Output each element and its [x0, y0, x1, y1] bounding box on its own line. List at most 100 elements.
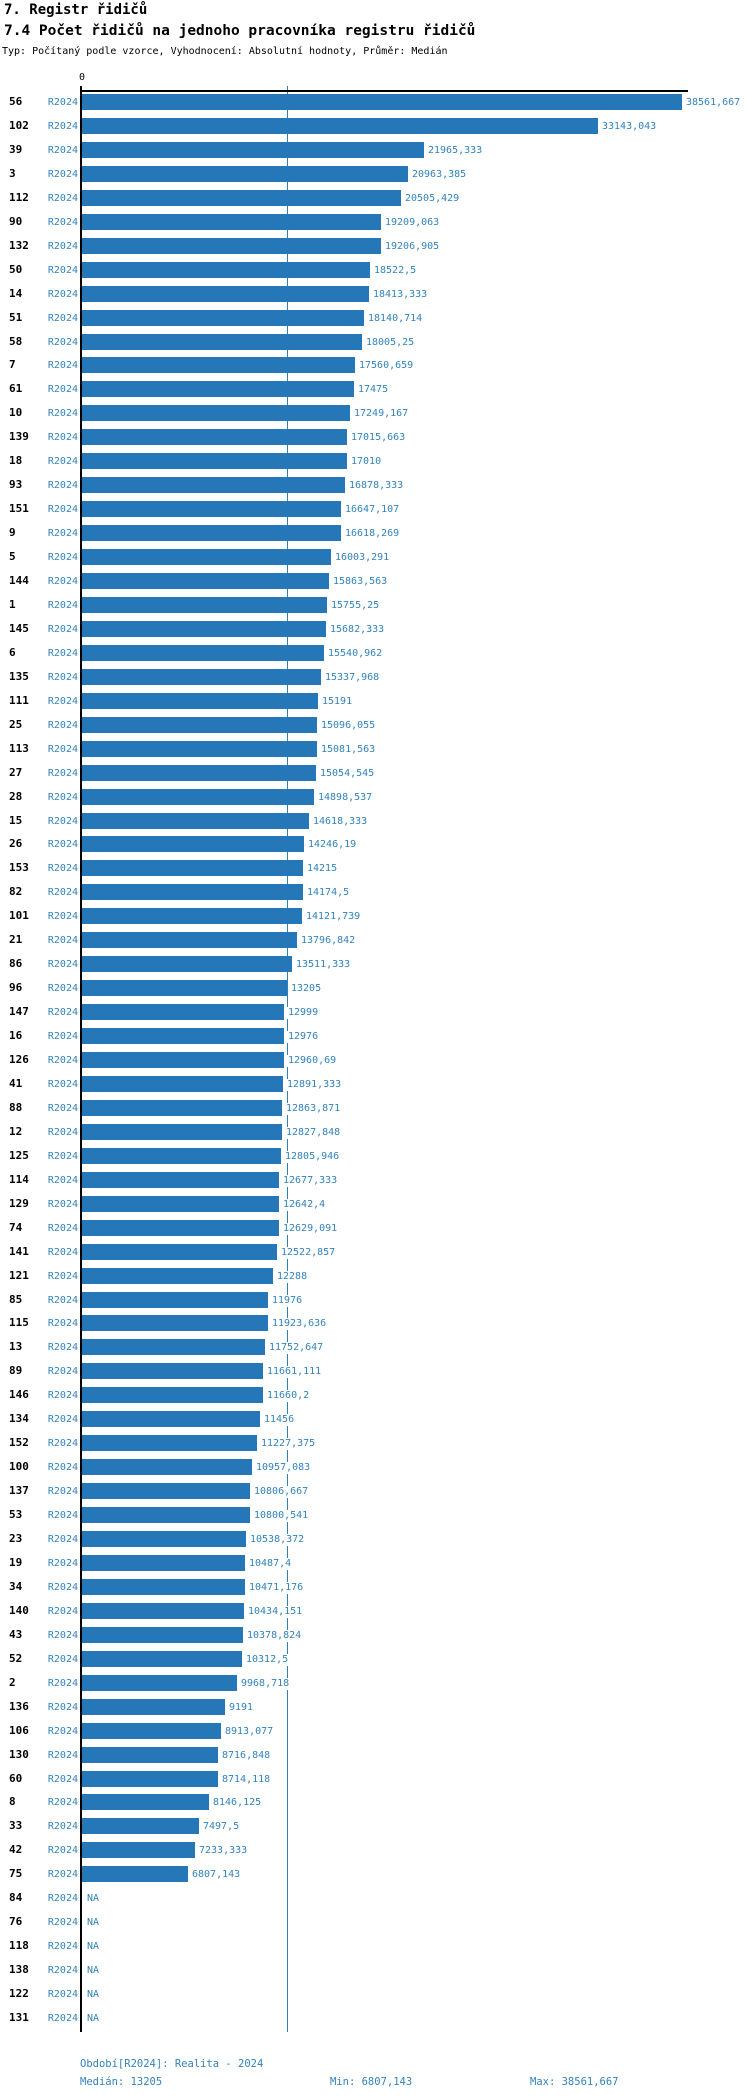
row-value-label: 10471,176: [248, 1581, 305, 1594]
chart-row: 7 R2024 17560,659: [0, 353, 750, 377]
row-value-label: 10957,083: [255, 1462, 312, 1475]
x-axis-line: [80, 90, 688, 92]
chart-row: 58 R2024 18005,25: [0, 330, 750, 354]
chart-row: 100 R2024 10957,083: [0, 1455, 750, 1479]
row-bar: [82, 1315, 268, 1332]
row-value-label: 15863,563: [332, 576, 389, 588]
row-period-label: R2024: [47, 911, 78, 923]
row-period-label: R2024: [47, 1246, 78, 1258]
row-value-label: 18005,25: [365, 336, 416, 349]
row-value-label: 16003,291: [334, 552, 391, 565]
row-period-label: R2024: [47, 1294, 78, 1306]
row-period-label: R2024: [47, 1821, 78, 1833]
row-id-label: 137: [9, 1484, 29, 1498]
row-value-label: 12960,69: [287, 1055, 338, 1067]
row-id-label: 56: [9, 95, 23, 108]
row-bar: [82, 1171, 279, 1188]
chart-row: 52 R2024 10312,5: [0, 1647, 750, 1671]
row-value-label: 13796,842: [300, 935, 357, 948]
chart-row: 130 R2024 8716,848: [0, 1743, 750, 1767]
row-period-label: R2024: [47, 408, 78, 420]
y-axis-line: [80, 86, 82, 2032]
row-bar: [82, 1650, 242, 1667]
row-id-label: 131: [9, 2011, 29, 2024]
row-bar: [82, 1195, 279, 1212]
row-bar: [82, 1243, 277, 1260]
chart-row: 122 R2024 NA: [0, 1982, 750, 2006]
row-period-label: R2024: [47, 1126, 78, 1138]
row-bar: [82, 1219, 279, 1236]
footer-max: Max: 38561,667: [530, 2076, 619, 2088]
row-period-label: R2024: [47, 1007, 78, 1019]
row-period-label: R2024: [47, 1318, 78, 1330]
row-id-label: 136: [9, 1699, 29, 1713]
row-value-label: 15081,563: [320, 743, 377, 756]
row-value-label: 12827,848: [285, 1126, 342, 1139]
row-id-label: 19: [9, 1555, 23, 1569]
row-period-label: R2024: [47, 1893, 78, 1905]
footer-median: Medián: 13205: [80, 2076, 163, 2088]
row-value-label: 8146,125: [212, 1797, 263, 1810]
chart-row: 96 R2024 13205: [0, 976, 750, 1000]
row-period-label: R2024: [47, 839, 78, 851]
row-value-label: 12805,946: [284, 1150, 341, 1163]
row-value-label: 15682,333: [329, 623, 386, 636]
footer-period: Období[R2024]: Realita - 2024: [80, 2058, 264, 2070]
row-period-label: R2024: [47, 288, 78, 300]
row-id-label: 112: [9, 190, 29, 204]
chart-row: 25 R2024 15096,055: [0, 713, 750, 737]
row-id-label: 82: [9, 885, 23, 899]
row-period-label: R2024: [47, 983, 78, 995]
row-value-label: 21965,333: [427, 144, 484, 157]
row-period-label: R2024: [47, 97, 78, 108]
row-id-label: 138: [9, 1963, 29, 1977]
chart-row: 132 R2024 19206,905: [0, 234, 750, 258]
row-bar: [82, 644, 324, 661]
row-period-label: R2024: [47, 1797, 78, 1809]
row-bar: [82, 117, 598, 134]
row-value-label: 12522,857: [280, 1246, 337, 1259]
chart-row: 75 R2024 6807,143: [0, 1862, 750, 1886]
row-na-label: NA: [87, 1893, 100, 1905]
row-period-label: R2024: [47, 863, 78, 875]
row-period-label: R2024: [47, 1557, 78, 1569]
chart-row: 153 R2024 14215: [0, 856, 750, 880]
row-id-label: 102: [9, 118, 29, 132]
row-period-label: R2024: [47, 528, 78, 540]
row-period-label: R2024: [47, 743, 78, 755]
row-bar: [82, 165, 408, 182]
row-period-label: R2024: [47, 647, 78, 659]
row-value-label: 38561,667: [685, 97, 742, 109]
chart-row: 61 R2024 17475: [0, 377, 750, 401]
row-id-label: 3: [9, 166, 16, 180]
chart-row: 139 R2024 17015,663: [0, 425, 750, 449]
row-bar: [82, 309, 364, 326]
row-period-label: R2024: [47, 1534, 78, 1545]
chart-row: 41 R2024 12891,333: [0, 1072, 750, 1096]
row-bar: [82, 1267, 273, 1284]
row-value-label: 12891,333: [286, 1078, 343, 1091]
row-value-label: 8716,848: [221, 1749, 272, 1762]
chart-row: 136 R2024 9191: [0, 1695, 750, 1719]
row-id-label: 26: [9, 837, 23, 851]
chart-title: 7.4 Počet řidičů na jednoho pracovníka r…: [4, 23, 476, 39]
row-bar: [82, 189, 401, 206]
row-bar: [82, 1004, 284, 1021]
chart-row: 140 R2024 10434,151: [0, 1599, 750, 1623]
row-period-label: R2024: [47, 480, 78, 492]
chart-row: 137 R2024 10806,667: [0, 1479, 750, 1503]
row-id-label: 7: [9, 358, 16, 372]
row-value-label: 18413,333: [372, 288, 429, 301]
row-bar: [82, 333, 362, 350]
row-value-label: 15755,25: [330, 599, 381, 612]
chart-row: 138 R2024 NA: [0, 1958, 750, 1982]
row-value-label: 20963,385: [411, 168, 468, 181]
row-id-label: 152: [9, 1436, 29, 1450]
row-value-label: 15540,962: [327, 647, 384, 660]
chart-row: 145 R2024 15682,333: [0, 617, 750, 641]
row-period-label: R2024: [47, 1965, 78, 1977]
row-value-label: 10800,541: [253, 1510, 310, 1523]
chart-row: 118 R2024 NA: [0, 1934, 750, 1958]
chart-row: 88 R2024 12863,871: [0, 1096, 750, 1120]
row-period-label: R2024: [47, 1989, 78, 2001]
